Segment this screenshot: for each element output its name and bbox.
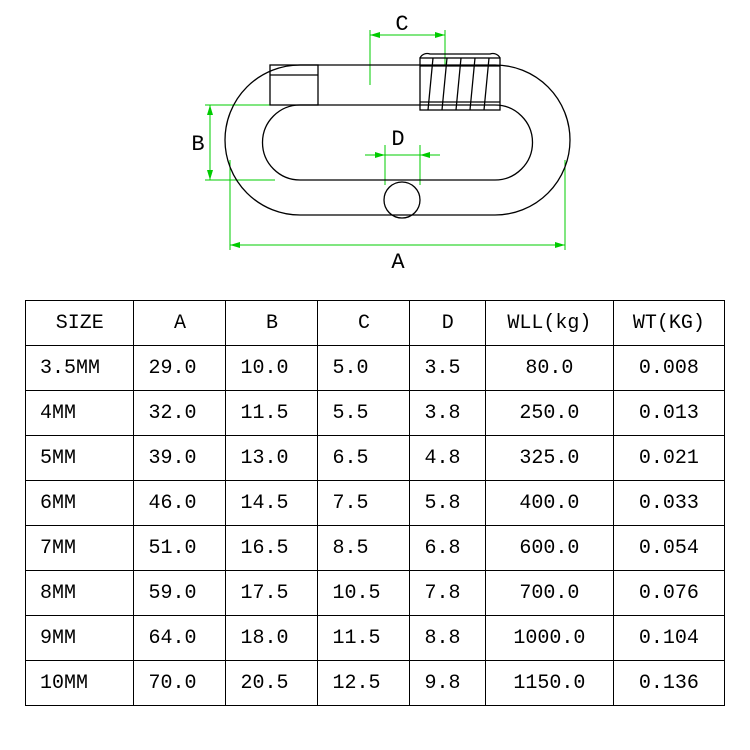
table-cell: 1000.0 [486,616,614,661]
table-cell: 80.0 [486,346,614,391]
table-cell: 13.0 [226,436,318,481]
label-d: D [391,127,404,152]
table-cell: 0.054 [613,526,724,571]
table-cell: 5.0 [318,346,410,391]
table-cell: 1150.0 [486,661,614,706]
table-cell: 32.0 [134,391,226,436]
table-cell: 5.5 [318,391,410,436]
table-row: 6MM46.014.57.55.8400.00.033 [26,481,725,526]
table-cell: 10MM [26,661,134,706]
label-c: C [395,12,408,37]
table-cell: 17.5 [226,571,318,616]
table-row: 8MM59.017.510.57.8700.00.076 [26,571,725,616]
table-cell: 20.5 [226,661,318,706]
table-cell: 0.013 [613,391,724,436]
table-cell: 39.0 [134,436,226,481]
table-cell: 70.0 [134,661,226,706]
table-cell: 51.0 [134,526,226,571]
table-cell: 6.8 [410,526,486,571]
table-cell: 700.0 [486,571,614,616]
table-header-row: SIZE A B C D WLL(kg) WT(KG) [26,301,725,346]
spec-table: SIZE A B C D WLL(kg) WT(KG) 3.5MM29.010.… [25,300,725,706]
table-cell: 8.5 [318,526,410,571]
table-cell: 8.8 [410,616,486,661]
table-cell: 29.0 [134,346,226,391]
table-cell: 3.8 [410,391,486,436]
table-cell: 7.8 [410,571,486,616]
table-cell: 9.8 [410,661,486,706]
table-cell: 11.5 [318,616,410,661]
table-cell: 5.8 [410,481,486,526]
table-cell: 0.076 [613,571,724,616]
table-cell: 18.0 [226,616,318,661]
table-row: 10MM70.020.512.59.81150.00.136 [26,661,725,706]
table-cell: 4.8 [410,436,486,481]
table-row: 7MM51.016.58.56.8600.00.054 [26,526,725,571]
col-a: A [134,301,226,346]
table-cell: 0.136 [613,661,724,706]
table-cell: 4MM [26,391,134,436]
col-wt: WT(KG) [613,301,724,346]
table-cell: 0.033 [613,481,724,526]
table-cell: 600.0 [486,526,614,571]
table-cell: 10.5 [318,571,410,616]
table-row: 4MM32.011.55.53.8250.00.013 [26,391,725,436]
col-b: B [226,301,318,346]
col-d: D [410,301,486,346]
table-row: 3.5MM29.010.05.03.580.00.008 [26,346,725,391]
table-cell: 64.0 [134,616,226,661]
table-cell: 8MM [26,571,134,616]
table-cell: 325.0 [486,436,614,481]
table-cell: 14.5 [226,481,318,526]
table-cell: 12.5 [318,661,410,706]
label-b: B [191,132,204,157]
table-cell: 3.5MM [26,346,134,391]
table-cell: 3.5 [410,346,486,391]
col-c: C [318,301,410,346]
table-cell: 400.0 [486,481,614,526]
table-cell: 9MM [26,616,134,661]
table-row: 5MM39.013.06.54.8325.00.021 [26,436,725,481]
table-cell: 0.008 [613,346,724,391]
table-cell: 6.5 [318,436,410,481]
label-a: A [391,250,405,275]
col-wll: WLL(kg) [486,301,614,346]
table-cell: 0.104 [613,616,724,661]
table-cell: 0.021 [613,436,724,481]
table-cell: 46.0 [134,481,226,526]
col-size: SIZE [26,301,134,346]
table-cell: 6MM [26,481,134,526]
table-cell: 16.5 [226,526,318,571]
table-cell: 7.5 [318,481,410,526]
dimension-diagram: C B D A [75,10,675,290]
table-cell: 7MM [26,526,134,571]
table-cell: 11.5 [226,391,318,436]
table-cell: 250.0 [486,391,614,436]
quick-link-svg: C B D A [75,10,675,290]
table-cell: 59.0 [134,571,226,616]
table-cell: 5MM [26,436,134,481]
table-row: 9MM64.018.011.58.81000.00.104 [26,616,725,661]
table-cell: 10.0 [226,346,318,391]
table-body: 3.5MM29.010.05.03.580.00.0084MM32.011.55… [26,346,725,706]
